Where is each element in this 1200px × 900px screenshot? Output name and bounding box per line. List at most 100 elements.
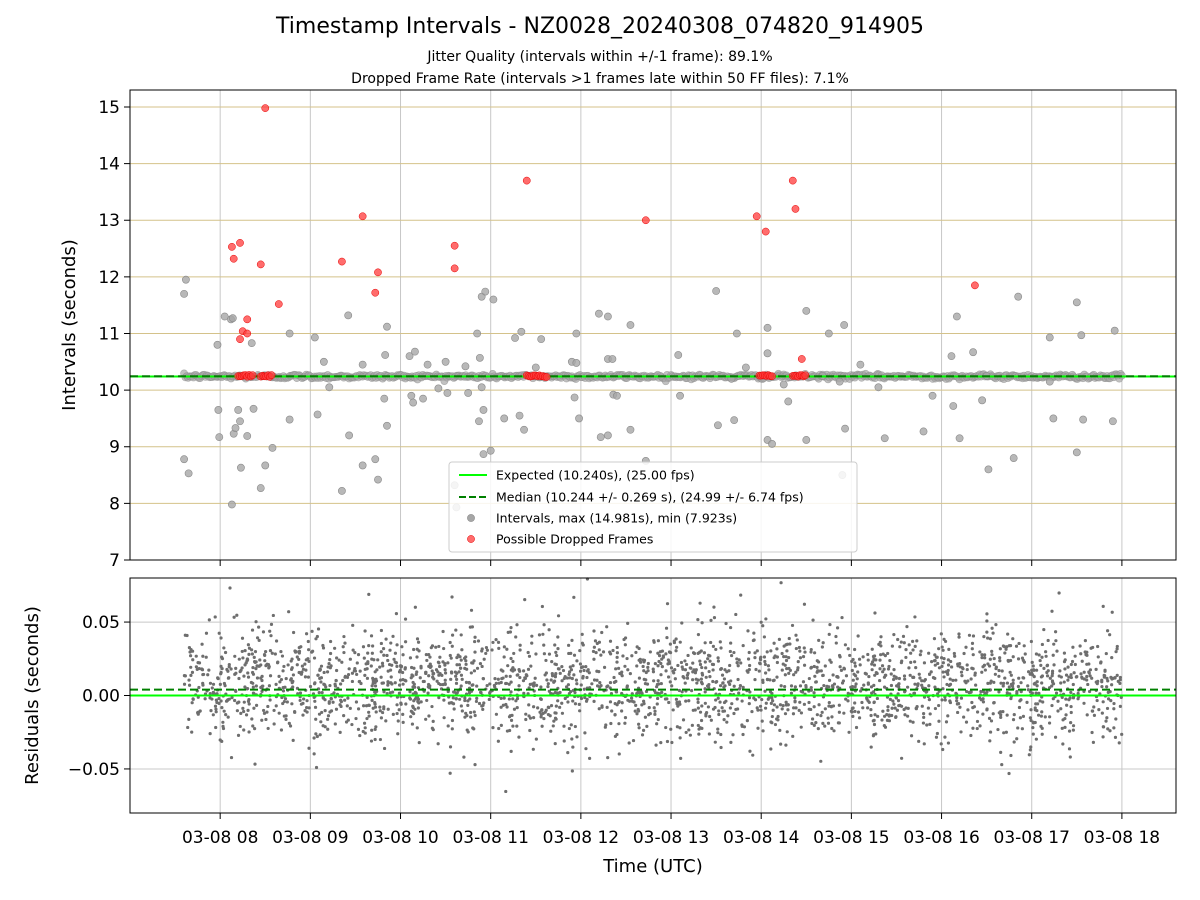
- residual-point: [532, 716, 536, 720]
- residual-point: [237, 657, 241, 661]
- residual-point: [191, 658, 195, 662]
- residual-point: [419, 664, 423, 668]
- residual-point: [338, 730, 342, 735]
- residual-point: [521, 669, 526, 673]
- residual-point: [879, 635, 883, 639]
- residual-point: [254, 660, 258, 664]
- residual-point: [187, 678, 191, 682]
- residual-point: [704, 712, 708, 716]
- residual-point: [969, 733, 973, 738]
- interval-point: [952, 312, 961, 321]
- residual-point: [530, 641, 534, 645]
- residual-point: [314, 637, 318, 641]
- residual-point: [314, 732, 318, 736]
- residual-point: [903, 713, 907, 717]
- residual-point: [574, 678, 579, 682]
- residual-point: [793, 696, 797, 700]
- residual-point: [290, 702, 294, 706]
- interval-point: [237, 463, 245, 472]
- residual-point: [424, 717, 428, 721]
- residual-point: [773, 722, 778, 727]
- residual-point: [1118, 675, 1122, 680]
- residual-point: [454, 697, 458, 701]
- residual-point: [573, 702, 578, 706]
- residual-point: [1086, 682, 1090, 687]
- residual-point: [706, 653, 711, 657]
- residual-point: [1079, 652, 1083, 656]
- residual-point: [303, 662, 307, 666]
- residual-point: [403, 640, 408, 644]
- residual-point: [615, 732, 619, 737]
- residual-point: [424, 670, 428, 674]
- residual-point: [637, 646, 641, 651]
- residual-point: [237, 700, 241, 704]
- residual-point: [430, 726, 434, 730]
- interval-point: [674, 351, 683, 359]
- residual-point: [703, 660, 707, 664]
- residual-point: [350, 722, 354, 727]
- residual-point: [688, 733, 692, 737]
- x-tick-label: 03-08 18: [1084, 828, 1160, 848]
- residual-point: [472, 710, 476, 714]
- residual-point: [953, 654, 957, 658]
- residual-point: [469, 671, 473, 675]
- residual-point: [794, 706, 798, 710]
- residual-point: [854, 682, 858, 686]
- residual-point: [881, 670, 885, 674]
- residual-point: [1040, 732, 1044, 736]
- residual-point: [736, 677, 740, 682]
- residual-point: [478, 662, 483, 666]
- residual-point: [862, 683, 866, 687]
- residual-point: [970, 641, 975, 646]
- residual-point: [736, 707, 740, 711]
- residual-point: [380, 681, 384, 685]
- residual-point: [784, 643, 788, 647]
- interval-point: [1079, 415, 1088, 424]
- residual-point: [450, 727, 454, 731]
- residual-point: [707, 682, 711, 687]
- residual-point: [274, 704, 278, 708]
- interval-point: [741, 363, 750, 372]
- residual-point: [291, 685, 295, 689]
- residual-point: [312, 736, 316, 740]
- residual-point: [237, 676, 241, 681]
- residual-point: [827, 632, 831, 636]
- residual-point: [233, 654, 237, 658]
- residual-point: [813, 651, 817, 655]
- residual-point: [1120, 732, 1124, 736]
- residual-point: [506, 664, 510, 668]
- residual-point: [761, 678, 765, 682]
- residual-point: [588, 686, 592, 690]
- interval-point: [477, 383, 486, 392]
- residual-point: [709, 640, 713, 645]
- dropped-frame-point: [768, 372, 776, 381]
- residual-point: [789, 684, 794, 688]
- interval-point: [338, 487, 346, 495]
- residual-point: [1110, 656, 1114, 660]
- residual-point: [869, 745, 873, 749]
- residual-point: [505, 647, 509, 651]
- residual-point: [958, 665, 962, 669]
- residual-point: [724, 621, 728, 626]
- residual-point: [687, 699, 691, 703]
- residual-point: [852, 672, 856, 676]
- residual-point: [785, 730, 789, 734]
- residual-point: [809, 666, 813, 670]
- residual-point: [459, 704, 463, 708]
- residual-point: [1064, 713, 1068, 717]
- residual-point: [934, 655, 938, 659]
- residual-point: [873, 611, 877, 615]
- residual-point: [321, 646, 326, 650]
- residual-point: [301, 713, 305, 717]
- residual-point: [700, 726, 704, 730]
- residual-point: [884, 673, 888, 677]
- residual-point: [670, 740, 674, 745]
- residual-point: [911, 639, 915, 643]
- residual-point: [521, 679, 526, 683]
- residual-point: [834, 641, 838, 645]
- residual-point: [771, 699, 775, 703]
- residual-point: [869, 708, 873, 712]
- residual-point: [641, 664, 645, 669]
- interval-point: [479, 450, 488, 459]
- interval-point: [802, 436, 811, 444]
